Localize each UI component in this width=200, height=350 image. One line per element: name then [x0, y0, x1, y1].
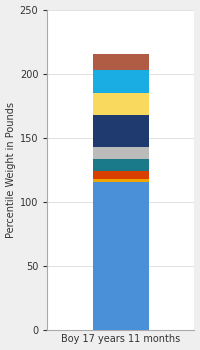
- Bar: [93, 114, 149, 147]
- Bar: [93, 54, 149, 70]
- Bar: [93, 93, 149, 114]
- Bar: [93, 178, 149, 182]
- Y-axis label: Percentile Weight in Pounds: Percentile Weight in Pounds: [6, 102, 16, 238]
- Bar: [93, 159, 149, 171]
- Bar: [93, 171, 149, 178]
- Bar: [93, 182, 149, 330]
- Bar: [93, 70, 149, 93]
- Bar: [93, 147, 149, 159]
